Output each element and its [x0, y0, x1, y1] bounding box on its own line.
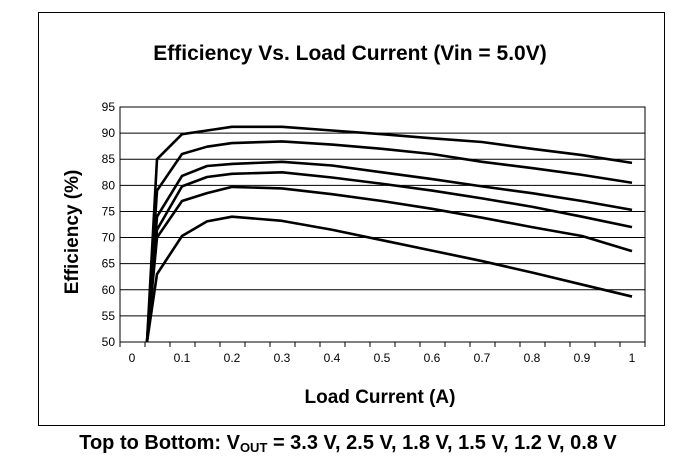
y-tick-label: 85 [102, 152, 116, 166]
footer-suffix: = 3.3 V, 2.5 V, 1.8 V, 1.5 V, 1.2 V, 0.8… [267, 432, 617, 454]
series-line-18V [145, 160, 633, 343]
x-tick-label: 0.1 [174, 351, 191, 365]
x-tick-label: 0.8 [524, 351, 541, 365]
y-tick-label: 65 [102, 257, 116, 271]
y-tick-label: 75 [102, 204, 116, 218]
series-line-15V [145, 170, 633, 343]
footer-prefix: Top to Bottom: V [79, 432, 240, 454]
series-line-08V [145, 215, 633, 343]
x-tick-label: 0.7 [474, 351, 491, 365]
footer-sub: OUT [239, 440, 268, 455]
series-line-25V [145, 140, 633, 343]
x-tick-label: 0 [129, 351, 136, 365]
y-tick-label: 50 [102, 335, 116, 349]
x-tick-label: 0.6 [424, 351, 441, 365]
y-tick-label: 90 [102, 126, 116, 140]
chart-frame [38, 12, 665, 426]
x-tick-label: 1 [629, 351, 636, 365]
y-tick-label: 55 [102, 309, 116, 323]
y-axis-label: Efficiency (%) [62, 170, 83, 295]
plot-area [119, 106, 646, 343]
x-tick-label: 0.3 [274, 351, 291, 365]
x-tick-label: 0.9 [574, 351, 591, 365]
x-axis-label: Load Current (A) [305, 387, 456, 408]
x-tick-label: 0.4 [324, 351, 341, 365]
y-tick-label: 95 [102, 100, 116, 114]
y-tick-label: 60 [102, 283, 116, 297]
series-line-33V [145, 125, 633, 343]
y-tick-label: 80 [102, 178, 116, 192]
x-tick-label: 0.5 [374, 351, 391, 365]
x-tick-label: 0.2 [224, 351, 241, 365]
y-tick-label: 70 [102, 231, 116, 245]
footer-note: Top to Bottom: VOUT = 3.3 V, 2.5 V, 1.8 … [0, 432, 696, 455]
series-line-12V [145, 185, 633, 343]
chart-title: Efficiency Vs. Load Current (Vin = 5.0V) [153, 42, 546, 65]
